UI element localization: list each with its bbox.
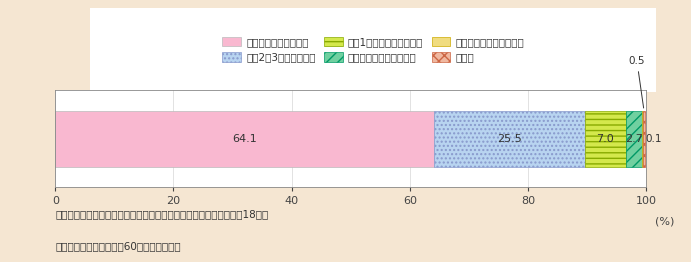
- Text: 2.7: 2.7: [625, 134, 643, 144]
- Text: （注）調査対象は、全国60歳以上の男女。: （注）調査対象は、全国60歳以上の男女。: [55, 241, 181, 251]
- Text: (%): (%): [655, 216, 674, 226]
- Text: 資料：内閣府「高齢者の住宅と生活環境に関する意識調査」（平成18年）: 資料：内閣府「高齢者の住宅と生活環境に関する意識調査」（平成18年）: [55, 210, 269, 220]
- Legend: ほとんど毎日運転する, 週に2、3回は運転する, 週に1回ぐらいは運転する, 月に数回しか運転しない, 年に数回しか運転しない, 無回答: ほとんど毎日運転する, 週に2、3回は運転する, 週に1回ぐらいは運転する, 月…: [218, 33, 529, 67]
- Text: 64.1: 64.1: [232, 134, 257, 144]
- Text: 0.5: 0.5: [629, 56, 645, 108]
- FancyBboxPatch shape: [67, 4, 679, 95]
- Text: 25.5: 25.5: [497, 134, 522, 144]
- Bar: [434, 111, 585, 167]
- Bar: [55, 111, 434, 167]
- Bar: [626, 111, 642, 167]
- Bar: [643, 111, 645, 167]
- Bar: [585, 111, 626, 167]
- Text: 7.0: 7.0: [596, 134, 614, 144]
- Text: 0.1: 0.1: [645, 134, 661, 144]
